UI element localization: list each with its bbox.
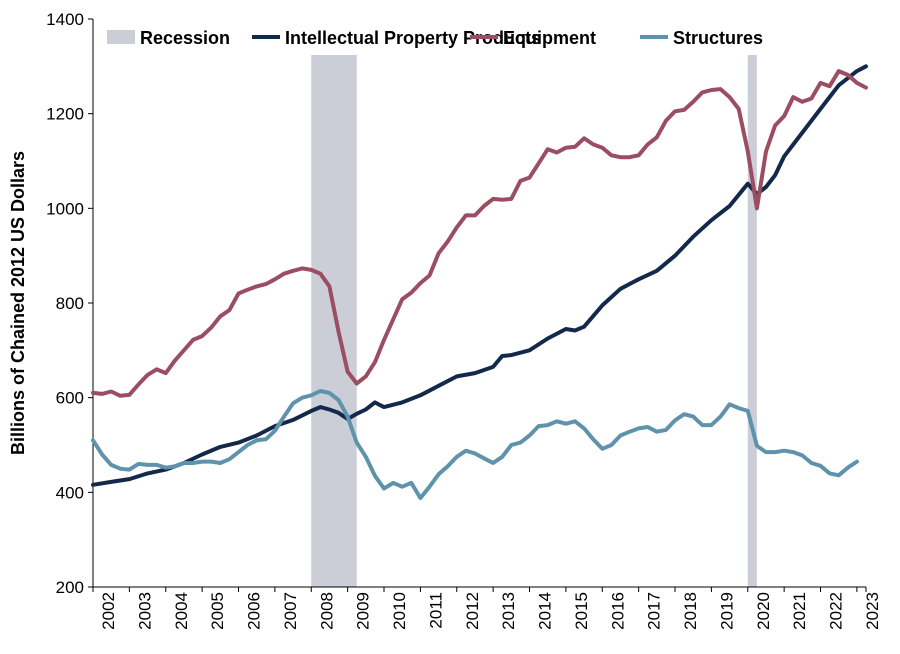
legend-label-equipment: Equipment	[503, 28, 596, 48]
x-tick-label: 2007	[281, 592, 300, 630]
legend: Recession Intellectual Property ProductsE…	[107, 28, 763, 48]
y-tick-label: 1400	[46, 10, 84, 29]
legend-label-intellectual-property-products: Intellectual Property Products	[285, 28, 541, 48]
x-tick-label: 2014	[536, 592, 555, 630]
series-line-structures	[91, 389, 859, 500]
x-tick-label: 2008	[317, 592, 336, 630]
x-tick-label: 2004	[172, 592, 191, 630]
x-tick-label: 2020	[754, 592, 773, 630]
x-tick-label: 2019	[717, 592, 736, 630]
x-tick-label: 2002	[99, 592, 118, 630]
x-tick-label: 2015	[572, 592, 591, 630]
series-line-equipment	[91, 69, 868, 398]
legend-label-recession: Recession	[140, 28, 230, 48]
legend-swatch-recession	[107, 30, 135, 44]
y-axis-title: Billions of Chained 2012 US Dollars	[8, 151, 28, 455]
legend-label-structures: Structures	[673, 28, 763, 48]
y-tick-label: 600	[56, 389, 84, 408]
x-tick-label: 2009	[354, 592, 373, 630]
x-tick-label: 2017	[645, 592, 664, 630]
x-tick-label: 2006	[245, 592, 264, 630]
x-tick-label: 2012	[463, 592, 482, 630]
y-tick-label: 200	[56, 578, 84, 597]
x-tick-label: 2016	[608, 592, 627, 630]
x-tick-label: 2003	[135, 592, 154, 630]
y-tick-label: 800	[56, 294, 84, 313]
y-tick-label: 1200	[46, 105, 84, 124]
x-tick-label: 2010	[390, 592, 409, 630]
x-tick-label: 2018	[681, 592, 700, 630]
x-tick-label: 2021	[790, 592, 809, 630]
x-tick-label: 2023	[863, 592, 882, 630]
y-tick-label: 400	[56, 483, 84, 502]
y-tick-label: 1000	[46, 199, 84, 218]
recession-shading-layer	[311, 55, 757, 587]
x-ticks: 2002 2003 2004 2005 2006 2007 2008 2009 2010 2011…	[92, 587, 882, 630]
recession-band	[747, 55, 757, 587]
recession-band	[311, 55, 357, 587]
x-tick-label: 2011	[426, 592, 445, 629]
x-tick-label: 2013	[499, 592, 518, 630]
x-tick-label: 2022	[827, 592, 846, 630]
y-ticks: 200 400 600 800 1000 1200 1400	[46, 10, 93, 597]
series-lines	[91, 64, 868, 500]
x-tick-label: 2005	[208, 592, 227, 630]
